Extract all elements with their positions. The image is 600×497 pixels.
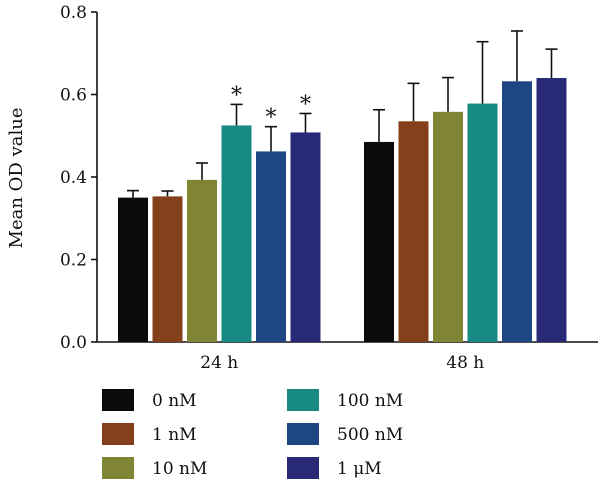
bar <box>152 196 183 342</box>
significance-marker: * <box>266 106 277 131</box>
legend-swatch <box>287 423 319 445</box>
legend-label: 0 nM <box>152 391 197 411</box>
y-tick-label: 0.2 <box>60 251 87 271</box>
legend-label: 100 nM <box>337 391 403 411</box>
y-axis-label: Mean OD value <box>6 108 27 249</box>
plot-area: 0.0 0.2 0.4 0.6 0.8 * * * 24 h 48 h <box>60 3 598 373</box>
y-tick-label: 0.4 <box>60 168 87 188</box>
legend-label: 500 nM <box>337 425 403 445</box>
legend-label: 1 nM <box>152 425 197 445</box>
legend-label: 1 μM <box>337 459 382 479</box>
x-tick-label: 24 h <box>200 353 238 373</box>
significance-marker: * <box>231 83 242 108</box>
bar <box>398 121 429 342</box>
bar <box>433 111 463 342</box>
bar <box>221 125 252 342</box>
x-tick-label: 48 h <box>446 353 484 373</box>
bar <box>364 141 394 342</box>
legend: 0 nM 1 nM 10 nM 100 nM 500 nM 1 μM <box>102 389 403 479</box>
bar <box>290 132 321 342</box>
bar <box>256 151 286 342</box>
y-tick-label: 0.6 <box>60 86 87 106</box>
legend-swatch <box>102 389 134 411</box>
significance-marker: * <box>300 92 311 117</box>
bar <box>187 179 217 342</box>
bar <box>118 197 148 342</box>
legend-swatch <box>287 389 319 411</box>
bar <box>467 103 498 342</box>
y-tick-label: 0.8 <box>60 3 87 23</box>
bar <box>502 81 532 343</box>
y-tick-label: 0.0 <box>60 333 87 353</box>
legend-label: 10 nM <box>152 459 207 479</box>
legend-swatch <box>287 457 319 479</box>
legend-swatch <box>102 423 134 445</box>
bar <box>536 78 567 342</box>
legend-swatch <box>102 457 134 479</box>
